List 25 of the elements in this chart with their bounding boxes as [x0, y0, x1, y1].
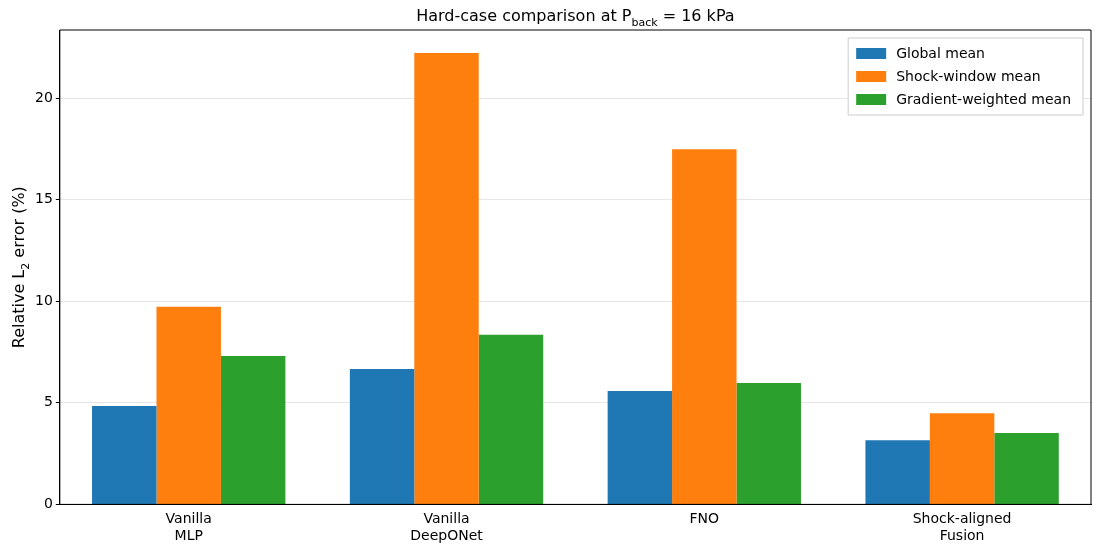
bar — [865, 440, 930, 504]
bar — [929, 413, 995, 504]
bar — [994, 433, 1059, 504]
legend-label: Gradient-weighted mean — [896, 90, 1071, 107]
bar — [414, 52, 479, 504]
x-tick-label: Vanilla DeepONet — [410, 510, 484, 544]
bar — [92, 406, 157, 504]
bar — [478, 334, 544, 504]
x-tick-label: Shock-aligned Fusion — [912, 510, 1012, 544]
bar — [736, 382, 801, 504]
legend-label: Shock-window mean — [896, 67, 1041, 84]
y-tick-label: 5 — [43, 393, 53, 410]
y-tick-label: 10 — [34, 291, 53, 308]
y-tick-label: 20 — [34, 88, 53, 105]
y-tick-label: 0 — [43, 495, 53, 512]
y-tick-label: 15 — [34, 190, 53, 207]
x-tick-label: Vanilla MLP — [165, 510, 212, 544]
legend-label: Global mean — [896, 44, 985, 61]
bar — [607, 391, 673, 504]
bar — [156, 306, 221, 504]
bar — [220, 355, 286, 504]
bar — [672, 149, 737, 504]
y-axis-title: Relative L2 error (%) — [9, 186, 32, 349]
bar — [349, 368, 415, 504]
x-tick-label: FNO — [689, 510, 720, 527]
